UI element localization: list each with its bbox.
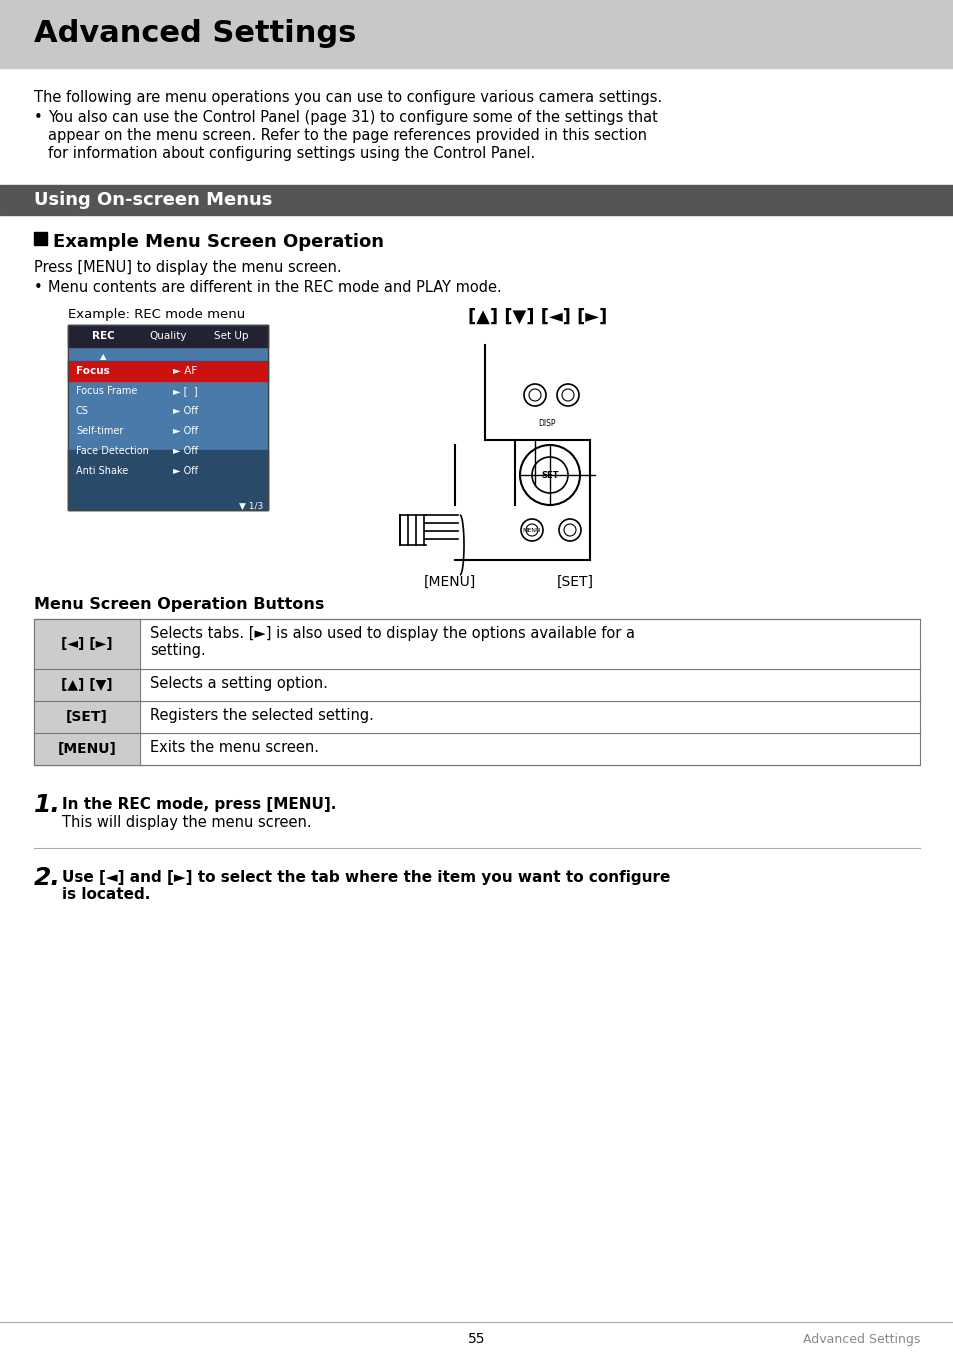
Text: 55: 55 [468, 1333, 485, 1346]
Bar [140, 733, 919, 765]
Text: Quality: Quality [149, 331, 187, 341]
Text: ► Off: ► Off [172, 465, 198, 476]
Text: This will display the menu screen.: This will display the menu screen. [62, 816, 312, 830]
Bar [68, 361, 268, 381]
Text: [SET]: [SET] [556, 575, 593, 589]
Bar [140, 702, 919, 733]
Text: Press [MENU] to display the menu screen.: Press [MENU] to display the menu screen. [34, 261, 341, 275]
Bar [68, 324, 268, 510]
Text: DISP: DISP [537, 418, 556, 427]
Text: Registers the selected setting.: Registers the selected setting. [150, 708, 374, 723]
Bar [68, 324, 268, 347]
Text: ► Off: ► Off [172, 406, 198, 417]
Text: ► Off: ► Off [172, 426, 198, 436]
Bar [68, 451, 268, 510]
Text: ▼ 1/3: ▼ 1/3 [238, 502, 263, 510]
Text: 2.: 2. [34, 866, 61, 890]
Text: [SET]: [SET] [66, 710, 108, 725]
Bar [34, 733, 140, 765]
Text: Menu Screen Operation Buttons: Menu Screen Operation Buttons [34, 597, 324, 612]
Text: Exits the menu screen.: Exits the menu screen. [150, 740, 318, 754]
Text: Advanced Settings: Advanced Settings [34, 19, 356, 49]
Text: appear on the menu screen. Refer to the page references provided in this section: appear on the menu screen. Refer to the … [48, 128, 646, 142]
Text: Focus Frame: Focus Frame [76, 385, 137, 396]
Text: [MENU]: [MENU] [423, 575, 476, 589]
Text: Self-timer: Self-timer [76, 426, 123, 436]
Text: Advanced Settings: Advanced Settings [801, 1333, 919, 1346]
Bar [140, 619, 919, 669]
Bar [0, 0, 953, 68]
Text: MENU: MENU [522, 528, 540, 532]
Bar [140, 669, 919, 702]
Text: ▲: ▲ [100, 353, 106, 361]
Text: Selects tabs. [►] is also used to display the options available for a
setting.: Selects tabs. [►] is also used to displa… [150, 626, 635, 658]
Text: [▲] [▼]: [▲] [▼] [61, 678, 112, 692]
Text: for information about configuring settings using the Control Panel.: for information about configuring settin… [48, 147, 535, 161]
Text: REC: REC [91, 331, 114, 341]
Text: Anti Shake: Anti Shake [76, 465, 128, 476]
Text: ► Off: ► Off [172, 446, 198, 456]
Text: Face Detection: Face Detection [76, 446, 149, 456]
Text: Set Up: Set Up [213, 331, 248, 341]
Text: You also can use the Control Panel (page 31) to configure some of the settings t: You also can use the Control Panel (page… [48, 110, 658, 125]
Text: [◄] [►]: [◄] [►] [61, 636, 112, 651]
Text: CS: CS [76, 406, 89, 417]
Text: Example Menu Screen Operation: Example Menu Screen Operation [53, 233, 384, 251]
Text: [▲] [▼] [◄] [►]: [▲] [▼] [◄] [►] [468, 308, 607, 326]
Text: The following are menu operations you can use to configure various camera settin: The following are menu operations you ca… [34, 90, 661, 104]
Bar [34, 232, 47, 246]
Text: ► [  ]: ► [ ] [172, 385, 197, 396]
Text: 1.: 1. [34, 792, 61, 817]
Text: Focus: Focus [76, 366, 110, 376]
Bar [34, 619, 919, 765]
Text: ► AF: ► AF [172, 366, 197, 376]
Text: Example: REC mode menu: Example: REC mode menu [68, 308, 245, 322]
Bar [68, 324, 268, 510]
Bar [34, 702, 140, 733]
Text: [MENU]: [MENU] [57, 742, 116, 756]
Text: SET: SET [540, 471, 558, 479]
Text: In the REC mode, press [MENU].: In the REC mode, press [MENU]. [62, 797, 336, 811]
Text: Selects a setting option.: Selects a setting option. [150, 676, 328, 691]
Bar [34, 619, 140, 669]
Text: Using On-screen Menus: Using On-screen Menus [34, 191, 273, 209]
Text: •: • [34, 110, 43, 125]
Bar [34, 669, 140, 702]
Text: •: • [34, 280, 43, 294]
Bar [0, 185, 953, 214]
Text: Menu contents are different in the REC mode and PLAY mode.: Menu contents are different in the REC m… [48, 280, 501, 294]
Text: Use [◄] and [►] to select the tab where the item you want to configure
is locate: Use [◄] and [►] to select the tab where … [62, 870, 670, 902]
